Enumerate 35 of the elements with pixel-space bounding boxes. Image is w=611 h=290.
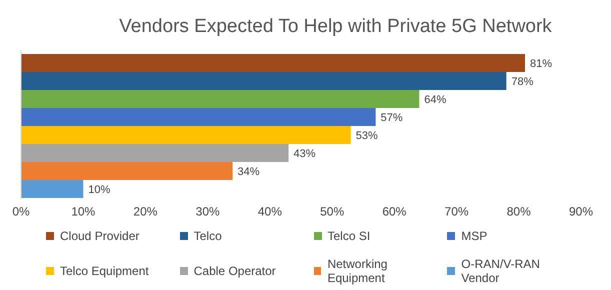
legend-label: O-RAN/V-RAN Vendor [461,257,541,285]
chart-title: Vendors Expected To Help with Private 5G Network [118,15,553,39]
x-tick-label: 30% [196,204,220,219]
x-tick-label: 50% [320,204,344,219]
x-tick-label: 40% [258,204,282,219]
bar [21,180,84,198]
data-label: 81% [530,58,552,70]
x-tick-label: 0% [12,204,30,219]
data-label: 78% [511,76,534,88]
legend-label: Telco [194,229,222,243]
data-label: 34% [238,166,260,178]
data-label: 43% [294,148,316,160]
x-tick-label: 90% [568,204,594,219]
legend-label: Telco SI [328,229,370,243]
data-label: 64% [424,94,446,106]
x-tick-label: 70% [444,204,469,219]
x-tick-label: 60% [382,204,407,219]
bar [21,54,525,72]
bar [21,126,351,144]
legend-label: Telco Equipment [60,264,149,278]
legend-label: Networking Equipment [327,257,388,285]
legend-label: MSP [461,229,488,243]
data-label: 57% [380,112,403,124]
bar [21,144,289,162]
data-label: 53% [356,130,378,142]
legend-label: Cloud Provider [60,229,140,243]
bar [21,162,233,180]
data-label: 10% [88,184,110,196]
x-tick-label: 20% [133,204,158,219]
legend-label: Cable Operator [194,264,276,278]
bar [21,72,506,90]
x-tick-label: 10% [71,204,96,219]
bar [21,90,420,108]
bar [21,108,376,126]
x-tick-label: 80% [506,204,532,219]
